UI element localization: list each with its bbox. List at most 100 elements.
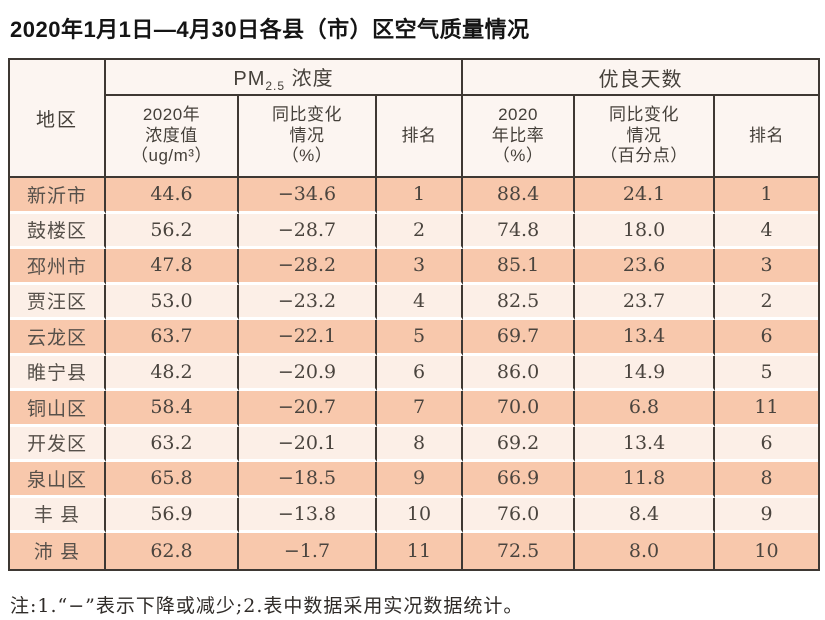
days-rank-cell: 5 — [715, 355, 819, 391]
region-cell: 新沂市 — [10, 178, 106, 214]
table-row: 铜山区 58.4 −20.7 7 70.0 6.8 11 — [10, 391, 819, 427]
pm-rank-cell: 2 — [377, 213, 464, 249]
pm-value-cell: 56.9 — [106, 497, 239, 533]
data-table: 地区 PM2.5 浓度 优良天数 2020年 浓度值 （ug/m³） 同比变化 … — [8, 58, 821, 571]
pm25-label-suffix: 浓度 — [285, 67, 334, 90]
pm-value-cell: 47.8 — [106, 249, 239, 285]
pm-rank-cell: 10 — [377, 497, 464, 533]
column-header-pm-rank: 排名 — [377, 96, 464, 178]
days-ratio-cell: 82.5 — [463, 284, 576, 320]
pm-rank-cell: 9 — [377, 462, 464, 498]
days-ratio-cell: 72.5 — [463, 533, 576, 569]
days-ratio-cell: 88.4 — [463, 178, 576, 214]
table-row: 鼓楼区 56.2 −28.7 2 74.8 18.0 4 — [10, 213, 819, 249]
days-ratio-cell: 70.0 — [463, 391, 576, 427]
table-row: 云龙区 63.7 −22.1 5 69.7 13.4 6 — [10, 320, 819, 356]
days-ratio-cell: 76.0 — [463, 497, 576, 533]
days-change-cell: 11.8 — [575, 462, 716, 498]
pm-value-cell: 53.0 — [106, 284, 239, 320]
days-rank-cell: 4 — [715, 213, 819, 249]
column-header-pm-value: 2020年 浓度值 （ug/m³） — [106, 96, 239, 178]
days-rank-cell: 11 — [715, 391, 819, 427]
table-row: 泉山区 65.8 −18.5 9 66.9 11.8 8 — [10, 462, 819, 498]
pm-change-cell: −20.9 — [239, 355, 377, 391]
region-cell: 睢宁县 — [10, 355, 106, 391]
pm25-label-prefix: PM — [233, 67, 266, 90]
region-cell: 云龙区 — [10, 320, 106, 356]
pm-change-cell: −13.8 — [239, 497, 377, 533]
table-row: 开发区 63.2 −20.1 8 69.2 13.4 6 — [10, 426, 819, 462]
table-body: 新沂市 44.6 −34.6 1 88.4 24.1 1 鼓楼区 56.2 −2… — [10, 178, 819, 569]
pm-value-cell: 65.8 — [106, 462, 239, 498]
group-header-row: 地区 PM2.5 浓度 优良天数 — [10, 60, 819, 178]
column-header-days-ratio: 2020 年比率 （%） — [463, 96, 576, 178]
pm-value-cell: 63.7 — [106, 320, 239, 356]
days-rank-cell: 3 — [715, 249, 819, 285]
days-rank-cell: 9 — [715, 497, 819, 533]
pm-value-cell: 56.2 — [106, 213, 239, 249]
days-change-cell: 14.9 — [575, 355, 716, 391]
days-ratio-cell: 86.0 — [463, 355, 576, 391]
days-rank-cell: 8 — [715, 462, 819, 498]
days-change-cell: 8.0 — [575, 533, 716, 569]
pm-rank-cell: 8 — [377, 426, 464, 462]
pm-change-cell: −34.6 — [239, 178, 377, 214]
days-rank-cell: 1 — [715, 178, 819, 214]
column-header-pm-change: 同比变化 情况 （%） — [239, 96, 377, 178]
days-ratio-cell: 85.1 — [463, 249, 576, 285]
region-cell: 丰 县 — [10, 497, 106, 533]
table-row: 沛 县 62.8 −1.7 11 72.5 8.0 10 — [10, 533, 819, 569]
pm-change-cell: −28.7 — [239, 213, 377, 249]
pm-rank-cell: 3 — [377, 249, 464, 285]
region-cell: 贾汪区 — [10, 284, 106, 320]
table-row: 贾汪区 53.0 −23.2 4 82.5 23.7 2 — [10, 284, 819, 320]
table-header: 地区 PM2.5 浓度 优良天数 2020年 浓度值 （ug/m³） 同比变化 … — [10, 60, 819, 178]
region-cell: 鼓楼区 — [10, 213, 106, 249]
column-header-region: 地区 — [10, 60, 106, 178]
pm-rank-cell: 4 — [377, 284, 464, 320]
region-cell: 开发区 — [10, 426, 106, 462]
days-change-cell: 13.4 — [575, 426, 716, 462]
pm-value-cell: 58.4 — [106, 391, 239, 427]
region-cell: 沛 县 — [10, 533, 106, 569]
days-rank-cell: 10 — [715, 533, 819, 569]
days-change-cell: 8.4 — [575, 497, 716, 533]
region-cell: 邳州市 — [10, 249, 106, 285]
column-group-pm25: PM2.5 浓度 — [106, 60, 464, 96]
pm-change-cell: −20.7 — [239, 391, 377, 427]
region-cell: 铜山区 — [10, 391, 106, 427]
days-ratio-cell: 74.8 — [463, 213, 576, 249]
days-ratio-cell: 69.7 — [463, 320, 576, 356]
column-group-good-days: 优良天数 — [463, 60, 819, 96]
sub-header-row: 2020年 浓度值 （ug/m³） 同比变化 情况 （%） 排名 2020 年比… — [10, 96, 819, 178]
pm-rank-cell: 6 — [377, 355, 464, 391]
days-ratio-cell: 69.2 — [463, 426, 576, 462]
page-title: 2020年1月1日—4月30日各县（市）区空气质量情况 — [10, 17, 530, 42]
pm-value-cell: 44.6 — [106, 178, 239, 214]
pm-rank-cell: 7 — [377, 391, 464, 427]
pm-change-cell: −1.7 — [239, 533, 377, 569]
pm-change-cell: −18.5 — [239, 462, 377, 498]
days-change-cell: 24.1 — [575, 178, 716, 214]
days-rank-cell: 2 — [715, 284, 819, 320]
table-row: 睢宁县 48.2 −20.9 6 86.0 14.9 5 — [10, 355, 819, 391]
pm25-label-subscript: 2.5 — [265, 78, 286, 93]
days-rank-cell: 6 — [715, 320, 819, 356]
region-cell: 泉山区 — [10, 462, 106, 498]
days-change-cell: 18.0 — [575, 213, 716, 249]
days-change-cell: 23.6 — [575, 249, 716, 285]
days-change-cell: 23.7 — [575, 284, 716, 320]
pm-value-cell: 63.2 — [106, 426, 239, 462]
pm-value-cell: 62.8 — [106, 533, 239, 569]
pm-change-cell: −20.1 — [239, 426, 377, 462]
pm-rank-cell: 5 — [377, 320, 464, 356]
pm-rank-cell: 11 — [377, 533, 464, 569]
days-change-cell: 6.8 — [575, 391, 716, 427]
table-row: 新沂市 44.6 −34.6 1 88.4 24.1 1 — [10, 178, 819, 214]
days-rank-cell: 6 — [715, 426, 819, 462]
air-quality-table: 地区 PM2.5 浓度 优良天数 2020年 浓度值 （ug/m³） 同比变化 … — [8, 58, 825, 571]
column-header-days-rank: 排名 — [715, 96, 819, 178]
pm-change-cell: −23.2 — [239, 284, 377, 320]
table-row: 丰 县 56.9 −13.8 10 76.0 8.4 9 — [10, 497, 819, 533]
